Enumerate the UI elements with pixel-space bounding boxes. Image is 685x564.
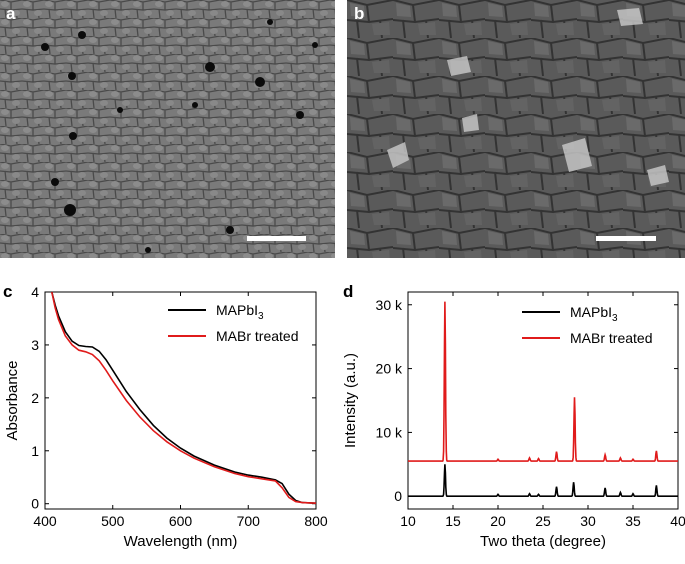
y-tick-label: 1 (31, 443, 39, 459)
xrd-chart: 10 15 20 25 30 35 40 0 10 k 20 k 30 k Two theta (de… (340, 278, 685, 559)
scale-bar-a (247, 236, 306, 241)
y-tick-label: 0 (31, 496, 39, 512)
y-tick-label: 0 (394, 488, 402, 504)
series-line-0 (51, 291, 317, 504)
x-tick-label: 25 (535, 513, 551, 529)
series-line-1 (51, 291, 317, 504)
legend-label-1: MABr treated (570, 330, 652, 346)
x-tick-label: 500 (101, 513, 125, 529)
legend-label-0: MAPbI3 (570, 304, 618, 324)
x-tick-label: 40 (670, 513, 685, 529)
y-axis-label: Absorbance (4, 360, 21, 440)
x-tick-label: 600 (169, 513, 193, 529)
xrd-chart-svg: 10 15 20 25 30 35 40 0 10 k 20 k 30 k Two theta (de… (342, 291, 685, 550)
y-tick-label: 2 (31, 390, 39, 406)
x-tick-label: 10 (400, 513, 416, 529)
y-tick-label: 10 k (376, 424, 403, 440)
sem-image-a: a (0, 0, 335, 258)
y-tick-label: 4 (31, 284, 39, 300)
x-tick-label: 400 (33, 513, 57, 529)
plot-frame (407, 291, 679, 510)
y-tick-label: 30 k (376, 297, 403, 313)
y-axis-label: Intensity (a.u.) (342, 353, 359, 448)
x-axis-label: Wavelength (nm) (124, 533, 238, 550)
x-tick-label: 35 (625, 513, 641, 529)
panel-label-a: a (6, 4, 16, 23)
x-tick-label: 20 (490, 513, 506, 529)
plot-frame (44, 291, 317, 510)
series-line-1 (408, 301, 678, 462)
x-tick-label: 700 (237, 513, 261, 529)
legend-label-0: MAPbI3 (216, 302, 264, 322)
legend-label-1: MABr treated (216, 328, 298, 344)
panel-label-c: c (3, 282, 13, 301)
x-tick-label: 15 (445, 513, 461, 529)
scale-bar-b (596, 236, 656, 241)
absorbance-chart: 400 500 600 700 800 0 1 2 3 4 Wavelength (nm) Absor… (0, 278, 335, 559)
sem-micrograph-b (347, 0, 685, 258)
x-tick-label: 30 (580, 513, 596, 529)
x-tick-label: 800 (304, 513, 328, 529)
sem-image-b: b (347, 0, 685, 258)
y-tick-label: 3 (31, 337, 39, 353)
y-tick-label: 20 k (376, 361, 403, 377)
absorbance-chart-svg: 400 500 600 700 800 0 1 2 3 4 Wavelength (nm) Absor… (4, 284, 328, 550)
series-line-0 (408, 464, 678, 497)
x-axis-label: Two theta (degree) (480, 533, 606, 550)
panel-label-b: b (354, 4, 365, 23)
sem-micrograph-a (0, 0, 335, 258)
panel-label-d: d (343, 282, 354, 301)
